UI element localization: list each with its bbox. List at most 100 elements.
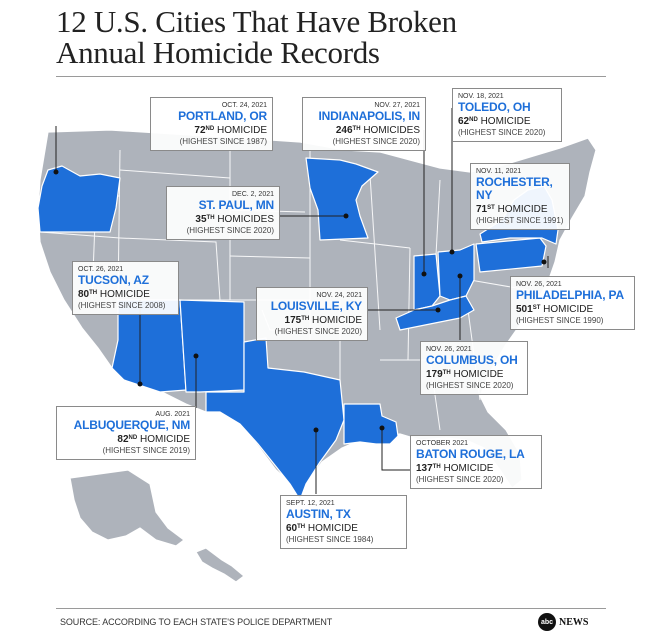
dot-philadelphia xyxy=(541,259,547,265)
homicide-word: HOMICIDE xyxy=(543,304,594,315)
callout-date: OCT. 26, 2021 xyxy=(78,266,124,273)
callout-count: 60TH HOMICIDE xyxy=(286,521,401,535)
dot-stpaul xyxy=(343,213,349,219)
callout-since: (HIGHEST SINCE 2020) xyxy=(274,327,362,336)
dot-indianapolis xyxy=(421,271,427,277)
homicide-word: HOMICIDE xyxy=(480,116,531,127)
callout-louisville: NOV. 24, 2021 LOUISVILLE, KY 175TH HOMIC… xyxy=(256,287,368,341)
callout-since: (HIGHEST SINCE 2020) xyxy=(426,381,514,390)
homicide-word: HOMICIDE xyxy=(453,369,504,380)
ordinal-suffix: TH xyxy=(432,464,441,470)
homicide-word: HOMICIDE xyxy=(140,434,190,445)
ordinal-suffix: TH xyxy=(206,215,215,221)
state-louisiana xyxy=(343,403,399,445)
abc-badge-icon: abc xyxy=(538,613,556,631)
callout-batonrouge: OCTOBER 2021 BATON ROUGE, LA 137TH HOMIC… xyxy=(410,435,542,489)
callout-since: (HIGHEST SINCE 1990) xyxy=(516,316,604,325)
callout-date: NOV. 24, 2021 xyxy=(316,292,362,299)
state-new-mexico xyxy=(179,299,245,393)
callout-date: NOV. 11, 2021 xyxy=(476,168,522,175)
callout-date: SEPT. 12, 2021 xyxy=(286,500,335,507)
ordinal-suffix: ST xyxy=(487,205,495,211)
callout-columbus: NOV. 26, 2021 COLUMBUS, OH 179TH HOMICID… xyxy=(420,341,528,395)
callout-tucson: OCT. 26, 2021 TUCSON, AZ 80TH HOMICIDE (… xyxy=(72,261,179,315)
callout-since: (HIGHEST SINCE 1987) xyxy=(179,137,267,146)
homicide-word: HOMICIDE xyxy=(307,523,358,534)
homicide-number: 501 xyxy=(516,304,533,315)
callout-date: DEC. 2, 2021 xyxy=(231,191,274,198)
callout-count: 179TH HOMICIDE xyxy=(426,367,522,381)
homicide-number: 80 xyxy=(78,289,90,300)
dot-toledo xyxy=(449,249,455,255)
callout-toledo: NOV. 18, 2021 TOLEDO, OH 62ND HOMICIDE (… xyxy=(452,88,562,142)
ordinal-suffix: TH xyxy=(352,126,361,132)
callout-city: AUSTIN, TX xyxy=(286,507,351,521)
ordinal-suffix: TH xyxy=(442,370,451,376)
ordinal-suffix: ND xyxy=(128,435,138,441)
homicide-word: HOMICIDE xyxy=(217,125,267,136)
homicide-number: 137 xyxy=(416,463,433,474)
callout-city: BATON ROUGE, LA xyxy=(416,447,525,461)
callout-city: LOUISVILLE, KY xyxy=(270,299,362,313)
homicide-number: 71 xyxy=(476,204,488,215)
callout-since: (HIGHEST SINCE 1984) xyxy=(286,535,374,544)
dot-austin xyxy=(313,427,319,433)
homicide-word: HOMICIDE xyxy=(497,204,548,215)
homicide-number: 72 xyxy=(194,125,206,136)
dot-batonrouge xyxy=(379,425,385,431)
callout-count: 35TH HOMICIDES xyxy=(172,212,274,226)
callout-since: (HIGHEST SINCE 2020) xyxy=(416,475,504,484)
homicide-number: 246 xyxy=(335,125,353,136)
callout-since: (HIGHEST SINCE 2020) xyxy=(332,137,420,146)
callout-date: NOV. 18, 2021 xyxy=(458,93,504,100)
callout-count: 175TH HOMICIDE xyxy=(262,313,362,327)
ordinal-suffix: TH xyxy=(89,290,98,296)
state-pennsylvania xyxy=(475,237,547,273)
title-line-1: 12 U.S. Cities That Have Broken xyxy=(56,4,457,39)
callout-austin: SEPT. 12, 2021 AUSTIN, TX 60TH HOMICIDE … xyxy=(280,495,407,549)
ordinal-suffix: ST xyxy=(532,305,541,311)
homicide-number: 82 xyxy=(117,434,129,445)
dot-portland xyxy=(53,169,59,175)
state-kentucky xyxy=(395,295,475,331)
ordinal-suffix: ND xyxy=(205,126,215,132)
state-oregon xyxy=(37,165,121,233)
bottom-divider xyxy=(56,608,606,609)
state-minnesota xyxy=(305,157,379,241)
callout-count: 246TH HOMICIDES xyxy=(308,123,420,137)
callout-date: NOV. 27, 2021 xyxy=(374,102,420,109)
source-note: SOURCE: ACCORDING TO EACH STATE'S POLICE… xyxy=(60,617,333,627)
title-line-2: Annual Homicide Records xyxy=(56,35,380,70)
callout-city: TUCSON, AZ xyxy=(78,273,149,287)
callout-city: TOLEDO, OH xyxy=(458,100,531,114)
state-ohio xyxy=(437,243,475,301)
homicide-number: 179 xyxy=(426,369,443,380)
callout-count: 72ND HOMICIDE xyxy=(156,123,267,137)
logo-news-text: NEWS xyxy=(559,616,589,628)
callout-rochester: NOV. 11, 2021 ROCHESTER, NY 71ST HOMICID… xyxy=(470,163,570,230)
callout-city: ALBUQUERQUE, NM xyxy=(73,418,191,432)
hawaii xyxy=(195,547,245,583)
ordinal-suffix: ND xyxy=(469,117,478,123)
callout-date: NOV. 26, 2021 xyxy=(516,281,562,288)
callout-city: ROCHESTER, NY xyxy=(476,175,553,202)
alaska xyxy=(69,469,185,547)
callout-count: 137TH HOMICIDE xyxy=(416,461,536,475)
callout-count: 501ST HOMICIDE xyxy=(516,302,629,316)
callout-city: PORTLAND, OR xyxy=(178,109,267,123)
callout-count: 71ST HOMICIDE xyxy=(476,202,564,216)
page-title: 12 U.S. Cities That Have Broken Annual H… xyxy=(56,6,616,68)
state-indiana xyxy=(413,253,441,311)
callout-since: (HIGHEST SINCE 2019) xyxy=(102,446,190,455)
homicide-word: HOMICIDES xyxy=(363,125,420,136)
leader-batonrouge xyxy=(381,428,410,471)
homicide-number: 62 xyxy=(458,116,470,127)
callout-count: 62ND HOMICIDE xyxy=(458,114,556,128)
callout-city: COLUMBUS, OH xyxy=(426,353,518,367)
dot-tucson xyxy=(137,381,143,387)
homicide-word: HOMICIDE xyxy=(99,289,150,300)
homicide-number: 35 xyxy=(195,214,207,225)
callout-date: AUG. 2021 xyxy=(155,411,190,418)
abc-news-logo: abc NEWS xyxy=(538,613,588,631)
callout-stpaul: DEC. 2, 2021 ST. PAUL, MN 35TH HOMICIDES… xyxy=(166,186,280,240)
